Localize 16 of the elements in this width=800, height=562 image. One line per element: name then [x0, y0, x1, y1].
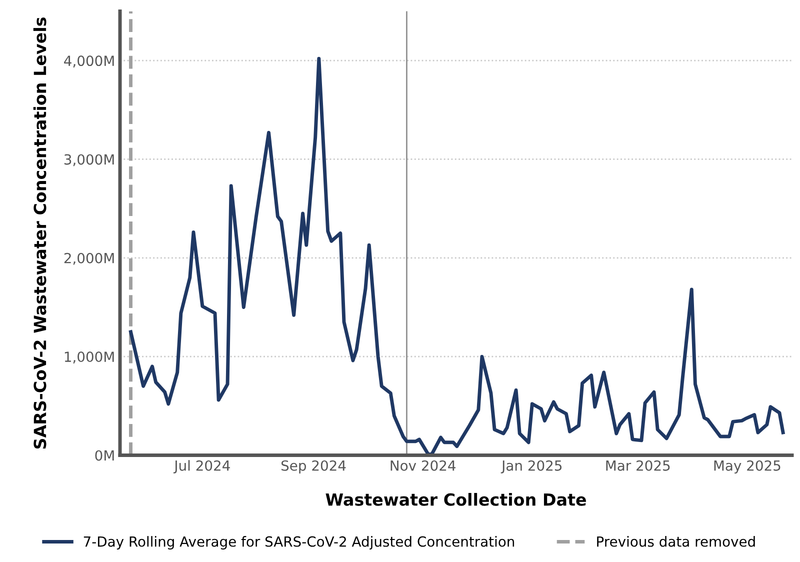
line-series: [129, 56, 785, 456]
y-tick-label: 0M: [95, 450, 114, 461]
legend-label: Previous data removed: [597, 536, 755, 547]
y-tick-label: 2,000M: [64, 252, 114, 265]
y-tick-label: 3,000M: [64, 154, 114, 166]
x-tick-label: May 2025: [714, 460, 780, 474]
x-tick-label: Nov 2024: [390, 460, 456, 471]
y-tick-label: 1,000M: [64, 352, 114, 364]
y-tick-label: 4,000M: [64, 56, 114, 68]
x-tick-label: Jan 2025: [500, 460, 562, 474]
x-tick-label: Mar 2025: [606, 460, 670, 471]
y-axis-title: SARS-CoV-2 Wastewater Concentration Levels: [33, 17, 46, 449]
x-tick-label: Sep 2024: [281, 460, 346, 474]
x-axis-title: Wastewater Collection Date: [326, 492, 586, 506]
x-tick-label: Jul 2024: [173, 460, 230, 474]
legend-label: 7-Day Rolling Average for SARS-CoV-2 Adjusted Concentration: [84, 536, 514, 550]
